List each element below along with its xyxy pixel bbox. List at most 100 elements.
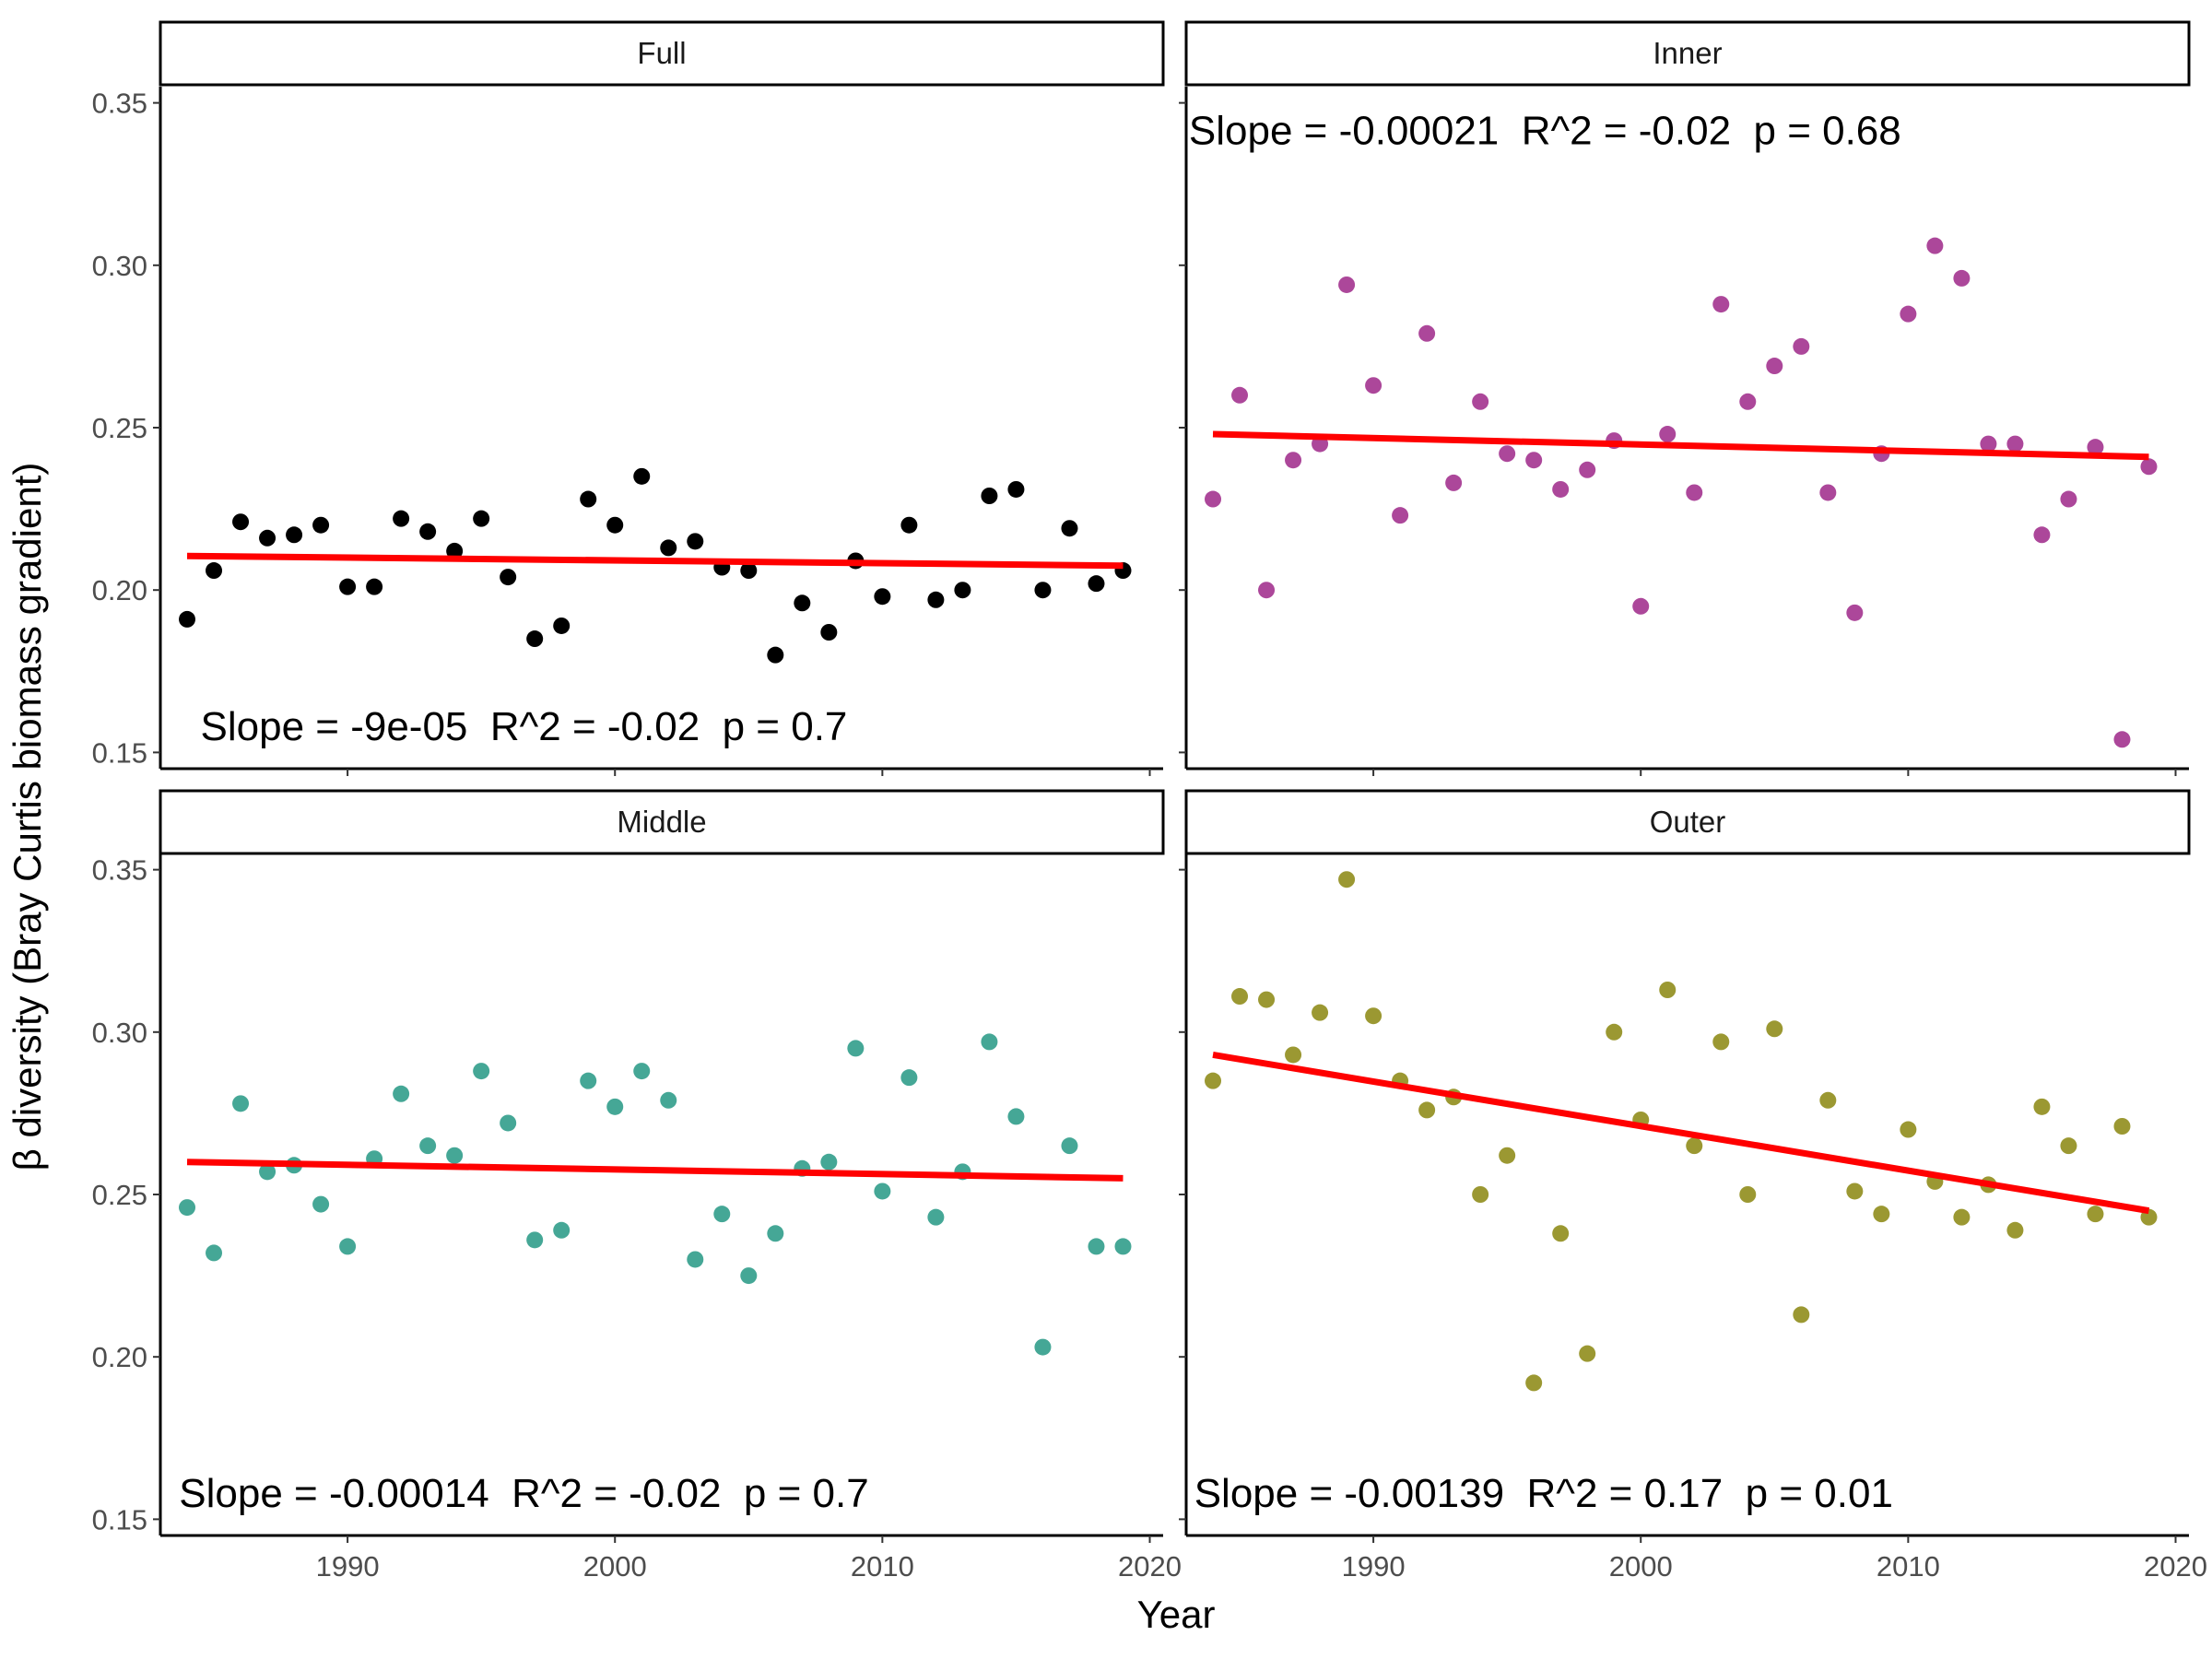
data-point <box>1819 1091 1837 1109</box>
x-tick-label: 2020 <box>2144 1550 2207 1583</box>
data-point <box>1061 520 1078 537</box>
data-point <box>1061 1137 1078 1155</box>
facet-panel-inner: Inner Slope = -0.00021 R^2 = -0.02 p = 0.… <box>1179 20 2191 776</box>
data-point <box>1606 1023 1623 1041</box>
y-tick-label: 0.25 <box>92 412 147 444</box>
data-point <box>1034 582 1052 599</box>
regression-line <box>1212 430 2149 461</box>
data-point <box>553 1221 571 1239</box>
data-point <box>1472 1186 1489 1203</box>
data-point <box>1686 1137 1703 1155</box>
data-point <box>820 1153 838 1171</box>
regression-line <box>186 552 1124 570</box>
data-point <box>1793 1306 1810 1324</box>
data-point <box>820 624 838 641</box>
data-point <box>1472 393 1489 410</box>
data-point <box>1873 1206 1890 1223</box>
facet-panel-outer: Outer 1990 2000 2010 2020 Slope = -0.00139 R^… <box>1179 789 2207 1583</box>
data-point <box>526 630 544 648</box>
data-point <box>687 1251 704 1268</box>
data-point <box>2087 439 2104 456</box>
regression-line <box>1212 1052 2150 1215</box>
data-point <box>1285 452 1302 469</box>
data-point <box>473 510 490 527</box>
data-point <box>1365 377 1382 394</box>
data-point <box>1365 1007 1382 1025</box>
data-point <box>1900 305 1917 323</box>
data-point <box>1499 445 1516 463</box>
data-point <box>1418 1101 1436 1119</box>
data-point <box>1007 1108 1025 1125</box>
data-point <box>1846 604 1864 621</box>
data-point <box>2140 458 2158 476</box>
data-point <box>339 578 357 595</box>
data-point <box>179 1199 196 1217</box>
data-point <box>794 594 811 612</box>
data-point <box>1579 461 1596 478</box>
data-point <box>286 526 303 544</box>
data-point <box>2006 1221 2024 1239</box>
data-point <box>1739 393 1757 410</box>
data-point <box>259 1163 276 1181</box>
x-tick-label: 2000 <box>583 1550 647 1583</box>
data-point <box>366 578 383 595</box>
data-point <box>981 488 998 504</box>
facet-panel-full: Full 0.15 0.20 0.25 0.30 0.35 Slope = -9e-05 R… <box>92 20 1165 776</box>
data-point <box>312 516 330 534</box>
data-point <box>1632 597 1650 615</box>
data-point <box>1445 474 1463 491</box>
x-tick-label: 2010 <box>1877 1550 1940 1583</box>
y-tick-label: 0.25 <box>92 1179 147 1211</box>
x-tick-label: 1990 <box>1342 1550 1406 1583</box>
data-point <box>900 516 918 534</box>
data-point <box>2113 731 2131 748</box>
data-point <box>713 1206 731 1223</box>
data-point <box>553 617 571 634</box>
data-point <box>2006 435 2024 453</box>
data-point <box>1258 991 1276 1008</box>
data-point <box>1418 324 1436 342</box>
data-point <box>446 1147 464 1164</box>
data-point <box>1552 1225 1570 1242</box>
y-axis-title: β diversity (Bray Curtis biomass gradien… <box>6 463 49 1171</box>
facet-strip <box>159 789 1165 855</box>
data-point <box>2060 490 2077 508</box>
data-point <box>259 529 276 547</box>
data-point <box>179 610 196 628</box>
facet-strip-label: Full <box>637 36 686 70</box>
data-point <box>1793 337 1810 355</box>
data-point <box>1712 296 1730 313</box>
y-tick-label: 0.20 <box>92 1341 147 1373</box>
data-point <box>1739 1186 1757 1203</box>
data-point <box>2033 526 2051 544</box>
data-point <box>660 539 677 557</box>
data-point <box>446 542 464 559</box>
data-point <box>740 562 758 580</box>
data-point <box>232 1095 250 1112</box>
data-point <box>500 569 517 586</box>
y-tick-label: 0.35 <box>92 88 147 120</box>
data-point <box>580 490 597 508</box>
data-point <box>1579 1345 1596 1362</box>
data-point <box>1552 480 1570 498</box>
data-point <box>660 1091 677 1109</box>
y-tick-label: 0.15 <box>92 736 147 769</box>
data-point <box>1953 1208 1971 1226</box>
data-point <box>206 562 223 580</box>
data-point <box>900 1069 918 1087</box>
data-point <box>580 1072 597 1089</box>
data-point <box>1686 484 1703 501</box>
data-point <box>1088 1238 1105 1255</box>
data-point <box>633 467 651 485</box>
data-point <box>206 1244 223 1262</box>
data-point <box>1231 386 1249 404</box>
facet-panels: Full 0.15 0.20 0.25 0.30 0.35 Slope = -9e-05 R… <box>92 20 2207 1583</box>
data-point <box>2060 1137 2077 1155</box>
facet-strip-label: Middle <box>617 805 706 839</box>
data-point <box>1114 1238 1132 1255</box>
data-point <box>1926 237 1944 254</box>
data-point <box>419 523 437 540</box>
data-point <box>954 582 971 599</box>
data-point <box>473 1063 490 1080</box>
facet-strip <box>1184 789 2191 855</box>
